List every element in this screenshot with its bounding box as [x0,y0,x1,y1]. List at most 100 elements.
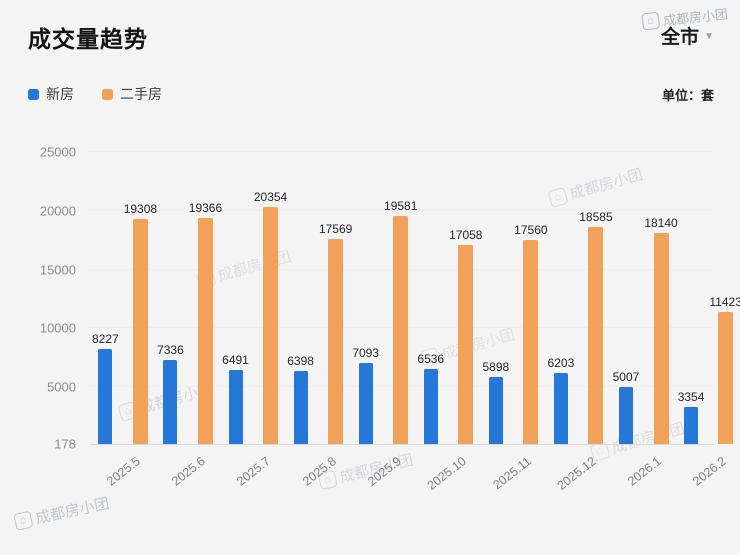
bar-group: 6203 18585 2025.12 [547,152,613,493]
bar-groups: 8227 19308 2025.5 7336 19366 2025.6 6491 20354 2… [90,152,740,493]
bar-value-label: 7093 [352,346,380,360]
bar-wrap: 19366 [189,201,222,444]
unit-label: 单位：套 [661,87,714,103]
bar-value-label: 18585 [579,210,613,224]
bar-new-house[interactable] [228,370,243,444]
bar-wrap: 20354 [254,190,287,444]
legend-item-resale-house[interactable]: 二手房 [102,84,162,104]
chevron-down-icon: ▼ [704,31,714,42]
bar-value-label: 17569 [318,222,353,236]
x-axis-label: 2025.11 [490,454,534,493]
bar-value-label: 6398 [287,354,314,368]
bar-resale-house[interactable] [653,233,669,444]
bar-group: 6536 17058 2025.10 [417,152,482,493]
gridline [90,151,714,152]
bar-resale-house[interactable] [393,216,409,444]
bar-value-label: 19308 [123,202,158,216]
legend-swatch-resale-house [102,88,113,100]
bar-wrap: 19308 [124,202,157,444]
bar-wrap: 6203 [547,356,575,444]
y-axis: 178 5000 10000 15000 20000 25000 [28,145,90,452]
gridline [90,210,714,211]
region-selector[interactable]: 全市 ▼ [661,22,714,49]
x-axis-label: 2025.8 [299,454,339,489]
bar-value-label: 6491 [222,353,249,367]
bar-wrap: 3354 [677,390,705,444]
x-axis-label: 2025.10 [424,454,469,493]
volume-chart: 178 5000 10000 15000 20000 25000 8227 19308 202… [28,145,740,493]
plot-area: 8227 19308 2025.5 7336 19366 2025.6 6491 20354 2… [90,151,740,493]
bar-group: 6491 20354 2025.7 [222,152,287,489]
y-axis-tick: 15000 [39,262,76,278]
bar-wrap: 6491 [222,353,249,444]
legend-swatch-new-house [28,88,39,100]
bar-new-house[interactable] [553,373,568,444]
header: 成交量趋势 全市 ▼ [28,20,714,54]
y-axis-tick: 20000 [39,203,76,219]
bar-group: 8227 19308 2025.5 [92,152,157,489]
bar-wrap: 7093 [352,346,379,444]
y-axis-tick: 5000 [47,379,76,395]
bar-resale-house[interactable] [523,240,539,444]
bar-wrap: 19581 [384,199,417,444]
bar-group: 6398 17569 2025.8 [287,152,353,489]
bar-resale-house[interactable] [328,239,344,444]
bar-new-house[interactable] [163,360,178,444]
bar-new-house[interactable] [423,369,438,444]
bar-value-label: 5898 [482,360,510,374]
bar-wrap: 18585 [579,210,613,444]
bar-resale-house[interactable] [132,219,148,444]
legend-label-resale-house: 二手房 [120,86,162,102]
bar-resale-house[interactable] [588,227,604,444]
x-axis-label: 2025.5 [104,454,144,489]
bar-value-label: 20354 [253,190,288,204]
bar-new-house[interactable] [618,387,633,444]
bar-group: 7093 19581 2025.9 [352,152,417,489]
bar-value-label: 6536 [417,352,445,366]
x-axis-label: 2025.7 [234,454,274,489]
bar-new-house[interactable] [684,407,699,444]
x-axis-label: 2025.6 [169,454,209,489]
page-title: 成交量趋势 [28,26,148,52]
bar-wrap: 5898 [482,360,509,444]
bar-resale-house[interactable] [263,207,279,444]
bar-group: 3354 11423 2026.2 [677,152,740,489]
x-axis-label: 2026.1 [625,454,664,489]
y-axis-tick: 10000 [39,320,76,336]
bar-wrap: 6536 [417,352,444,444]
bar-group: 5898 17560 2025.11 [482,152,548,492]
bar-resale-house[interactable] [197,218,213,444]
bar-wrap: 7336 [157,343,184,444]
bar-value-label: 18140 [644,216,678,230]
bar-wrap: 17058 [449,228,482,444]
bar-new-house[interactable] [98,349,113,444]
bar-wrap: 8227 [92,332,119,444]
bar-value-label: 5007 [612,370,640,384]
legend-label-new-house: 新房 [46,86,74,102]
x-axis-label: 2026.2 [689,454,729,489]
bar-group: 7336 19366 2025.6 [157,152,222,489]
legend-row: 新房 二手房 单位：套 [28,84,714,104]
bar-value-label: 3354 [677,390,705,404]
bar-wrap: 5007 [612,370,640,444]
bar-value-label: 17560 [514,223,548,237]
bar-wrap: 6398 [287,354,314,444]
bar-value-label: 6203 [547,356,575,370]
bar-new-house[interactable] [488,377,503,444]
house-logo-icon: ⌂ [13,510,34,531]
bar-wrap: 18140 [644,216,678,444]
bar-value-label: 8227 [92,332,119,346]
x-axis-label: 2025.12 [554,454,599,493]
bar-new-house[interactable] [293,371,308,444]
legend-item-new-house[interactable]: 新房 [28,84,74,104]
bar-value-label: 19581 [384,199,418,213]
bar-value-label: 11423 [709,295,740,309]
bar-value-label: 7336 [157,343,184,357]
bar-resale-house[interactable] [718,312,734,444]
watermark-text: 成都房小团 [34,495,111,528]
bar-resale-house[interactable] [458,245,474,444]
x-axis-label: 2025.9 [364,454,404,489]
bar-value-label: 17058 [449,228,483,242]
bar-new-house[interactable] [358,363,373,444]
